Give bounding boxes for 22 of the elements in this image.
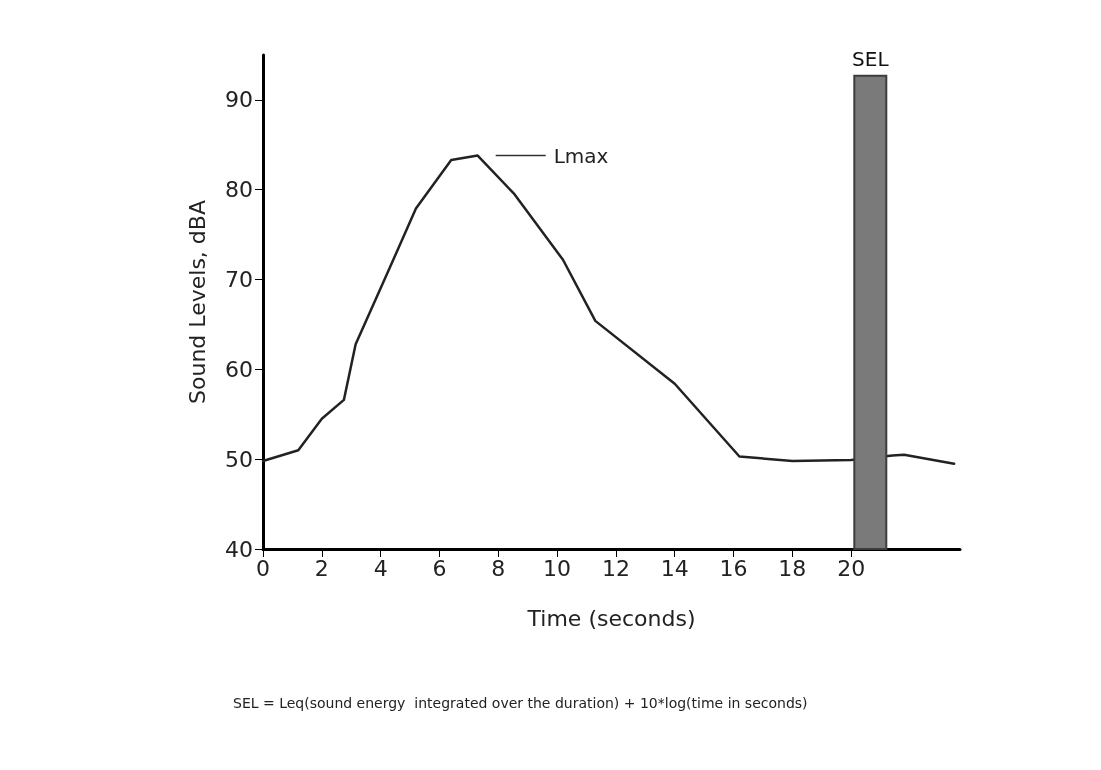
text: SEL = Leq(sound energy integrated over the duration) + 10*log(time in seconds): [233, 695, 808, 711]
x-tick-label: 16: [719, 555, 748, 581]
y-tick-label: 40: [225, 536, 253, 562]
x-tick-label: 2: [314, 555, 329, 581]
x-tick-label: 20: [837, 555, 866, 581]
annotation: Lmax: [553, 143, 609, 168]
x-tick-label: 8: [491, 555, 506, 581]
y-tick-label: 90: [225, 87, 253, 113]
x-tick-label: 4: [373, 555, 388, 581]
x-axis-title: Time (seconds): [526, 605, 696, 631]
x-tick-label: 14: [660, 555, 689, 581]
x-tick-label: 18: [778, 555, 807, 581]
y-tick-label: 50: [225, 446, 253, 472]
y-tick-label: 70: [225, 267, 253, 293]
x-tick-label: 10: [543, 555, 572, 581]
x-tick-label: 12: [601, 555, 630, 581]
x-tick-label: 6: [432, 555, 447, 581]
series-label: SEL: [852, 46, 890, 71]
y-tick-label: 60: [225, 356, 253, 382]
y-axis-title: Sound Levels, dBA: [184, 200, 210, 404]
x-tick-label: 0: [256, 555, 270, 581]
y-tick-label: 80: [225, 177, 253, 203]
